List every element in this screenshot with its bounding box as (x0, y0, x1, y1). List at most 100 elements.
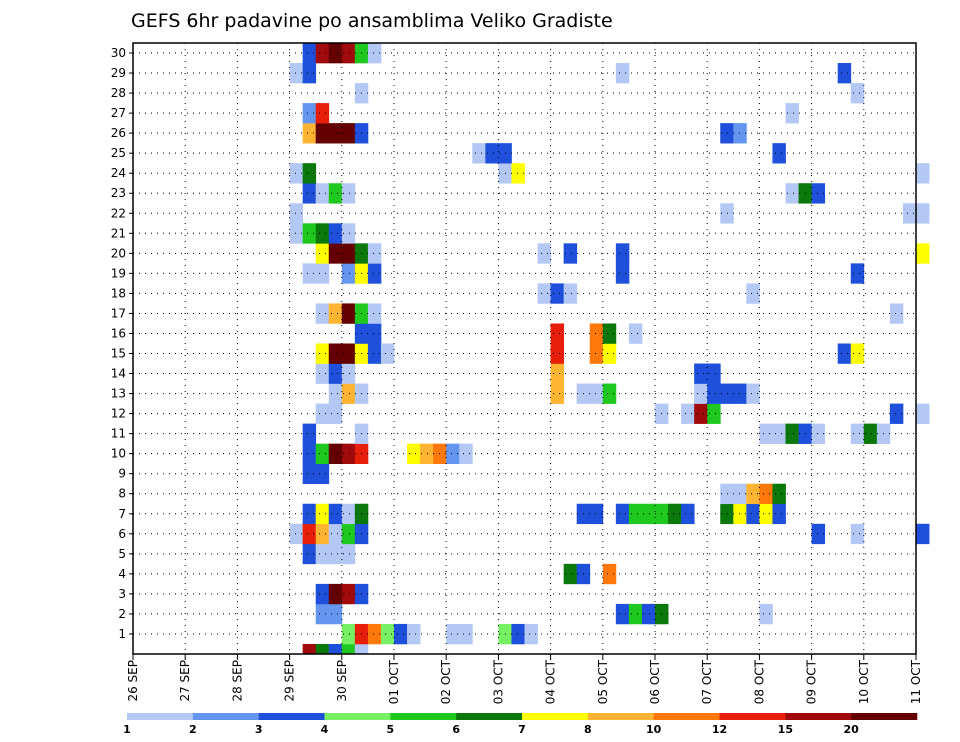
precip-cell (289, 63, 304, 84)
precip-cell (341, 43, 356, 64)
y-tick-label: 13 (111, 387, 126, 401)
precip-cell (772, 483, 786, 505)
x-tick-label: 03 OCT (491, 659, 505, 704)
precip-cell (863, 423, 878, 444)
precip-cell (315, 503, 330, 525)
precip-cell (341, 243, 356, 264)
colorbar-swatch (258, 713, 325, 720)
y-tick-label: 8 (118, 487, 126, 501)
colorbar: 1 2 3 4 5 6 7 8 10 12 15 20 (123, 713, 918, 736)
precip-cell (328, 43, 343, 64)
precip-cell (315, 103, 330, 124)
precip-cell (328, 443, 343, 464)
precip-cell (641, 603, 656, 625)
precip-cell (302, 223, 317, 244)
colorbar-label: 4 (321, 723, 329, 736)
precip-cell (328, 603, 343, 625)
precip-cell (628, 323, 643, 344)
precip-cell (602, 383, 617, 404)
precip-cell (341, 583, 356, 605)
precip-cell (341, 223, 356, 244)
colorbar-label: 6 (452, 723, 460, 736)
precip-cell (315, 363, 330, 384)
precip-cell (707, 403, 721, 424)
precip-cell (746, 383, 760, 404)
precip-cell (759, 603, 773, 625)
colorbar-label: 15 (778, 723, 793, 736)
precip-cell (681, 503, 695, 525)
colorbar-swatch (456, 713, 523, 720)
precip-cell (720, 123, 734, 144)
x-tick-label: 01 OCT (387, 659, 401, 704)
precip-cell (315, 123, 330, 144)
precip-cell (850, 263, 865, 284)
x-tick-label: 26 SEP (126, 660, 140, 702)
precip-cell (302, 443, 317, 464)
precip-cell (328, 343, 343, 364)
x-tick-label: 02 OCT (439, 659, 453, 704)
precip-cell (837, 63, 852, 84)
precip-cell (328, 303, 343, 324)
x-tick-label: 05 OCT (596, 659, 610, 704)
precip-cell (341, 523, 356, 545)
precip-cell (772, 423, 786, 444)
precip-cell (354, 643, 369, 655)
precip-cell (315, 223, 330, 244)
precip-cell (341, 503, 356, 525)
precip-cell (315, 543, 330, 565)
precip-cell (315, 243, 330, 264)
precip-cell (302, 643, 317, 655)
precip-cell (589, 343, 604, 364)
precip-cell (315, 43, 330, 64)
precip-cell (302, 503, 317, 525)
precip-cell (602, 343, 617, 364)
precip-cell (615, 503, 630, 525)
precip-cell (785, 423, 799, 444)
colorbar-swatch (653, 713, 720, 720)
precip-cell (720, 483, 734, 505)
y-tick-label: 22 (111, 206, 126, 220)
precip-cell (328, 523, 343, 545)
colorbar-label: 7 (518, 723, 526, 736)
precip-cell (550, 283, 565, 304)
y-tick-label: 5 (118, 547, 126, 561)
precip-cell (315, 463, 330, 485)
colorbar-label: 1 (123, 723, 131, 736)
precip-cell (707, 363, 721, 384)
colorbar-swatch (785, 713, 852, 720)
precip-cell (720, 383, 734, 404)
precip-cell (341, 543, 356, 565)
precip-cell (328, 243, 343, 264)
precip-cell (459, 623, 473, 645)
precip-cell (811, 523, 826, 545)
precip-cell (641, 503, 656, 525)
precip-cell (315, 303, 330, 324)
cell-layer (289, 43, 930, 655)
precip-cell (759, 503, 773, 525)
y-tick-label: 29 (111, 66, 126, 80)
x-tick-label: 27 SEP (178, 660, 192, 702)
colorbar-swatch (522, 713, 589, 720)
precip-cell (916, 523, 930, 545)
y-tick-label: 24 (111, 166, 126, 180)
precip-cell (367, 243, 382, 264)
colorbar-swatch (324, 713, 391, 720)
precip-cell (472, 143, 486, 164)
precip-cell (341, 343, 356, 364)
precip-cell (328, 503, 343, 525)
precip-cell (916, 243, 930, 264)
x-tick-label: 04 OCT (544, 659, 558, 704)
y-tick-label: 11 (111, 427, 126, 441)
precip-cell (733, 503, 747, 525)
precip-cell (511, 163, 525, 184)
precip-cell (328, 223, 343, 244)
precip-cell (446, 443, 460, 464)
precip-cell (746, 483, 760, 505)
x-axis: 26 SEP 27 SEP 28 SEP 29 SEP 30 SEP 01 OCT 02 O… (126, 654, 923, 704)
colorbar-swatch (587, 713, 654, 720)
precip-cell (916, 163, 930, 184)
precip-cell (615, 63, 630, 84)
colorbar-label: 5 (387, 723, 395, 736)
precip-cell (602, 563, 617, 585)
